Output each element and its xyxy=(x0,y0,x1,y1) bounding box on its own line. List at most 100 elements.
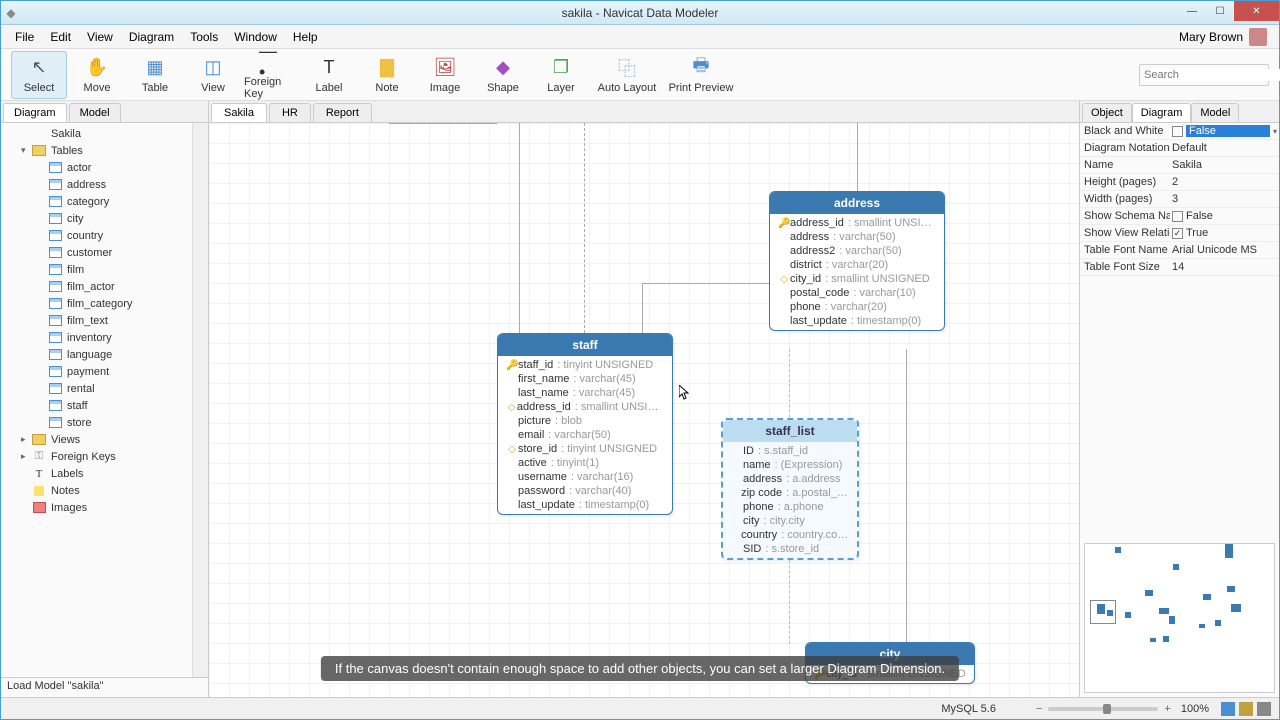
left-tab-diagram[interactable]: Diagram xyxy=(3,103,67,122)
prop-table-font-size[interactable]: Table Font Size14 xyxy=(1080,259,1279,276)
search-input[interactable] xyxy=(1144,69,1280,81)
column-row[interactable]: username: varchar(16) xyxy=(498,470,672,484)
tool-note[interactable]: ▇Note xyxy=(359,51,415,99)
column-row[interactable]: zip code: a.postal_code xyxy=(723,486,857,500)
column-row[interactable]: last_update: timestamp(0) xyxy=(498,498,672,512)
right-tab-model[interactable]: Model xyxy=(1191,103,1239,122)
column-row[interactable]: email: varchar(50) xyxy=(498,428,672,442)
column-row[interactable]: 🔑staff_id: tinyint UNSIGNED xyxy=(498,358,672,372)
tree-item-payment[interactable]: payment xyxy=(1,363,208,380)
right-tab-diagram[interactable]: Diagram xyxy=(1132,103,1192,122)
checkbox-icon[interactable] xyxy=(1172,211,1183,222)
column-row[interactable]: active: tinyint(1) xyxy=(498,456,672,470)
tree-item-film_category[interactable]: film_category xyxy=(1,295,208,312)
prop-show-schema-nar[interactable]: Show Schema NarFalse xyxy=(1080,208,1279,225)
tool-layer[interactable]: ❐Layer xyxy=(533,51,589,99)
tree-item-country[interactable]: country xyxy=(1,227,208,244)
column-row[interactable]: 🔑address_id: smallint UNSIGN... xyxy=(770,216,944,230)
tree-item-film[interactable]: film xyxy=(1,261,208,278)
menu-tools[interactable]: Tools xyxy=(182,27,226,47)
menu-help[interactable]: Help xyxy=(285,27,326,47)
tree-item-tables[interactable]: ▾Tables xyxy=(1,142,208,159)
column-row[interactable]: city: city.city xyxy=(723,514,857,528)
column-row[interactable]: ◇store_id: tinyint UNSIGNED xyxy=(498,442,672,456)
checkbox-icon[interactable]: ✓ xyxy=(1172,228,1183,239)
column-row[interactable]: last_name: varchar(45) xyxy=(498,386,672,400)
column-row[interactable]: phone: a.phone xyxy=(723,500,857,514)
prop-diagram-notation[interactable]: Diagram NotationDefault xyxy=(1080,140,1279,157)
tree-item-actor[interactable]: actor xyxy=(1,159,208,176)
status-icon-3[interactable] xyxy=(1257,702,1271,716)
tool-shape[interactable]: ◆Shape xyxy=(475,51,531,99)
tree-item-category[interactable]: category xyxy=(1,193,208,210)
object-tree[interactable]: Sakila▾Tablesactoraddresscategorycitycou… xyxy=(1,123,208,677)
tree-scrollbar[interactable] xyxy=(192,123,208,677)
column-row[interactable]: address: varchar(50) xyxy=(770,230,944,244)
column-row[interactable]: ID: s.staff_id xyxy=(723,444,857,458)
entity-address[interactable]: address🔑address_id: smallint UNSIGN...ad… xyxy=(769,191,945,331)
properties-grid[interactable]: Black and WhiteFalse▾Diagram NotationDef… xyxy=(1080,123,1279,276)
prop-height-pages-[interactable]: Height (pages)2 xyxy=(1080,174,1279,191)
canvas-tab-sakila[interactable]: Sakila xyxy=(211,103,267,122)
menu-file[interactable]: File xyxy=(7,27,42,47)
prop-table-font-name[interactable]: Table Font NameArial Unicode MS xyxy=(1080,242,1279,259)
column-row[interactable]: address: a.address xyxy=(723,472,857,486)
zoom-slider[interactable] xyxy=(1048,707,1158,711)
tool-auto-layout[interactable]: ⿻Auto Layout xyxy=(591,51,663,99)
chevron-down-icon[interactable]: ▾ xyxy=(1273,127,1277,136)
prop-black-and-white[interactable]: Black and WhiteFalse▾ xyxy=(1080,123,1279,140)
column-row[interactable]: ◇address_id: smallint UNSIGN... xyxy=(498,400,672,414)
maximize-button[interactable]: ☐ xyxy=(1206,1,1234,21)
search-box[interactable]: 🔍 xyxy=(1139,64,1269,86)
tool-foreign-key[interactable]: —•Foreign Key xyxy=(243,51,299,99)
left-tab-model[interactable]: Model xyxy=(69,103,121,122)
tree-item-address[interactable]: address xyxy=(1,176,208,193)
zoom-out-icon[interactable]: − xyxy=(1036,703,1042,715)
tool-label[interactable]: TLabel xyxy=(301,51,357,99)
column-row[interactable]: ◇city_id: smallint UNSIGNED xyxy=(770,272,944,286)
status-icon-1[interactable] xyxy=(1221,702,1235,716)
tree-item-foreign-keys[interactable]: ▸Foreign Keys xyxy=(1,448,208,465)
column-row[interactable]: picture: blob xyxy=(498,414,672,428)
tree-item-customer[interactable]: customer xyxy=(1,244,208,261)
status-icon-2[interactable] xyxy=(1239,702,1253,716)
tool-view[interactable]: ◫View xyxy=(185,51,241,99)
column-row[interactable]: country: country.country xyxy=(723,528,857,542)
diagram-canvas[interactable]: staff🔑staff_id: tinyint UNSIGNEDfirst_na… xyxy=(209,123,1079,697)
tree-item-images[interactable]: Images xyxy=(1,499,208,516)
tree-item-store[interactable]: store xyxy=(1,414,208,431)
zoom-in-icon[interactable]: + xyxy=(1164,703,1170,715)
column-row[interactable]: SID: s.store_id xyxy=(723,542,857,556)
tool-print-preview[interactable]: 🖶Print Preview xyxy=(665,51,737,99)
prop-show-view-relatio[interactable]: Show View Relatio✓True xyxy=(1080,225,1279,242)
minimap-viewport[interactable] xyxy=(1090,600,1116,624)
tree-item-notes[interactable]: Notes xyxy=(1,482,208,499)
column-row[interactable]: first_name: varchar(45) xyxy=(498,372,672,386)
entity-staff[interactable]: staff🔑staff_id: tinyint UNSIGNEDfirst_na… xyxy=(497,333,673,515)
entity-staff_list[interactable]: staff_listID: s.staff_idname: (Expressio… xyxy=(721,418,859,560)
tree-item-city[interactable]: city xyxy=(1,210,208,227)
tree-item-film_text[interactable]: film_text xyxy=(1,312,208,329)
menu-diagram[interactable]: Diagram xyxy=(121,27,182,47)
tree-item-language[interactable]: language xyxy=(1,346,208,363)
tool-image[interactable]: 🖼Image xyxy=(417,51,473,99)
tree-item-film_actor[interactable]: film_actor xyxy=(1,278,208,295)
right-tab-object[interactable]: Object xyxy=(1082,103,1132,122)
tree-item-labels[interactable]: Labels xyxy=(1,465,208,482)
canvas-tab-hr[interactable]: HR xyxy=(269,103,311,122)
tree-item-rental[interactable]: rental xyxy=(1,380,208,397)
tool-table[interactable]: ▦Table xyxy=(127,51,183,99)
checkbox-icon[interactable] xyxy=(1172,126,1183,137)
column-row[interactable]: last_update: timestamp(0) xyxy=(770,314,944,328)
close-button[interactable]: ✕ xyxy=(1234,1,1279,21)
column-row[interactable]: address2: varchar(50) xyxy=(770,244,944,258)
menu-view[interactable]: View xyxy=(79,27,121,47)
tree-item-sakila[interactable]: Sakila xyxy=(1,125,208,142)
user-info[interactable]: Mary Brown xyxy=(1179,28,1273,46)
canvas-tab-report[interactable]: Report xyxy=(313,103,372,122)
prop-width-pages-[interactable]: Width (pages)3 xyxy=(1080,191,1279,208)
column-row[interactable]: password: varchar(40) xyxy=(498,484,672,498)
tree-item-inventory[interactable]: inventory xyxy=(1,329,208,346)
tree-item-views[interactable]: ▸Views xyxy=(1,431,208,448)
minimap[interactable] xyxy=(1084,543,1275,693)
